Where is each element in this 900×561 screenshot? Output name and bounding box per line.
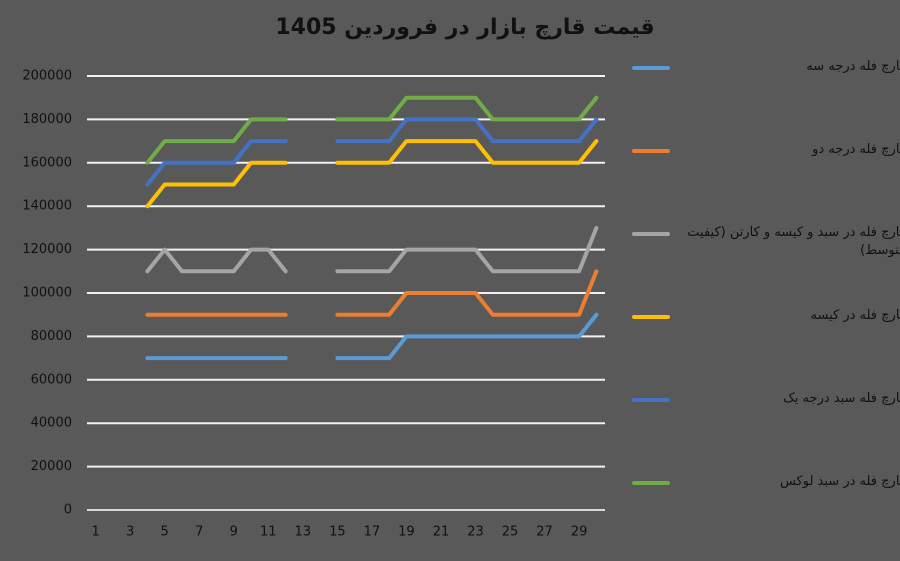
legend-swatch xyxy=(632,481,670,485)
legend-item: قارچ فله درجه دو xyxy=(632,141,900,159)
legend-label: قارچ فله در کیسه xyxy=(810,308,900,323)
y-tick-label: 140000 xyxy=(22,199,72,214)
x-tick-label: 7 xyxy=(195,525,203,540)
x-tick-label: 9 xyxy=(230,525,238,540)
x-tick-label: 29 xyxy=(571,525,588,540)
x-tick-label: 25 xyxy=(502,525,519,540)
y-tick-label: 0 xyxy=(64,503,72,518)
series-line xyxy=(145,139,599,209)
x-tick-label: 27 xyxy=(536,525,553,540)
series-line xyxy=(145,269,599,317)
legend-swatch xyxy=(632,315,670,319)
legend-label: قارچ فله سبد درجه یک xyxy=(783,391,900,406)
series-line xyxy=(145,225,599,274)
y-tick-label: 80000 xyxy=(31,329,72,344)
legend-swatch xyxy=(632,398,670,402)
x-tick-label: 21 xyxy=(433,525,450,540)
x-tick-label: 19 xyxy=(398,525,415,540)
legend-item: قارچ فله در سبد لوکس xyxy=(632,473,900,491)
legend-label: قارچ فله درجه سه xyxy=(806,59,900,74)
y-tick-label: 100000 xyxy=(22,286,72,301)
legend-label: قارچ فله در سبد لوکس xyxy=(779,474,900,489)
x-tick-label: 17 xyxy=(364,525,381,540)
x-tick-label: 23 xyxy=(467,525,484,540)
legend-item: قارچ فله درجه سه xyxy=(632,58,900,76)
x-tick-label: 1 xyxy=(91,525,99,540)
y-tick-label: 160000 xyxy=(22,155,72,170)
series-line xyxy=(145,117,599,187)
y-tick-label: 60000 xyxy=(31,372,72,387)
legend-swatch xyxy=(632,149,670,153)
y-tick-label: 180000 xyxy=(22,112,72,127)
x-tick-label: 15 xyxy=(329,525,346,540)
y-tick-label: 20000 xyxy=(31,459,72,474)
x-tick-label: 13 xyxy=(295,525,312,540)
x-tick-label: 11 xyxy=(260,525,277,540)
legend-label: قارچ فله در سبد و کیسه و کارتن (کیفیت مت… xyxy=(687,225,900,258)
legend-label: قارچ فله درجه دو xyxy=(812,142,900,157)
chart-title: قیمت قارچ بازار در فروردین 1405 xyxy=(275,15,654,40)
x-tick-label: 3 xyxy=(126,525,134,540)
legend-item: قارچ فله در سبد و کیسه و کارتن (کیفیت مت… xyxy=(632,224,900,260)
y-tick-label: 200000 xyxy=(22,69,72,84)
legend-item: قارچ فله در کیسه xyxy=(632,307,900,325)
series-line xyxy=(145,95,599,165)
series-line xyxy=(145,312,599,361)
legend-swatch xyxy=(632,232,670,236)
legend-item: قارچ فله سبد درجه یک xyxy=(632,390,900,408)
legend-swatch xyxy=(632,66,670,70)
x-tick-label: 5 xyxy=(161,525,169,540)
y-tick-label: 120000 xyxy=(22,242,72,257)
y-tick-label: 40000 xyxy=(31,416,72,431)
